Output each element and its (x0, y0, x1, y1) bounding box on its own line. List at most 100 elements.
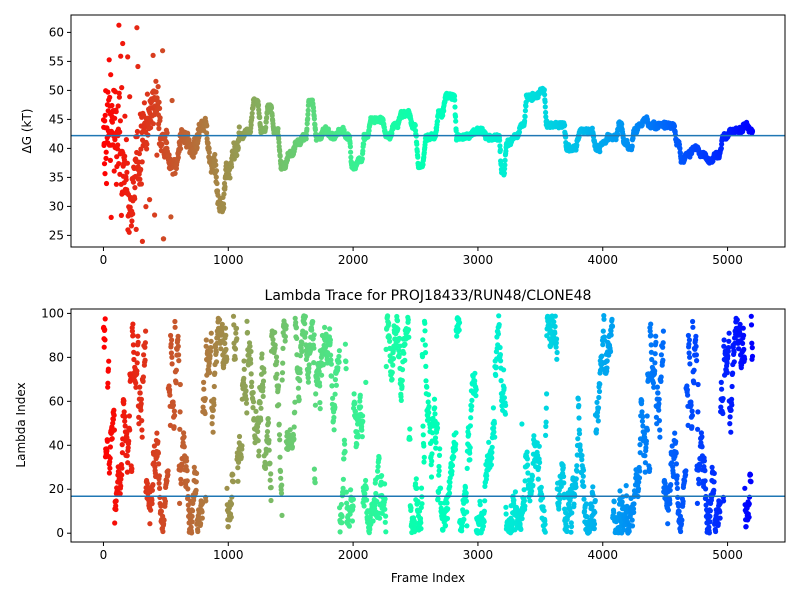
lambda-point (405, 317, 411, 323)
dg-point (629, 143, 635, 149)
lambda-point (207, 353, 213, 359)
lambda-point (264, 433, 270, 439)
dg-point (214, 180, 220, 187)
lambda-point (336, 359, 342, 365)
x-tick-label: 2000 (338, 253, 369, 267)
lambda-point (644, 427, 651, 433)
lambda-point (341, 456, 347, 462)
lambda-point (243, 400, 250, 406)
lambda-point (157, 485, 163, 491)
dg-point (441, 108, 447, 114)
lambda-point (389, 369, 395, 376)
lambda-point (230, 479, 236, 485)
lambda-point (688, 402, 694, 408)
lambda-point (648, 321, 654, 327)
lambda-point (148, 507, 154, 513)
lambda-point (339, 520, 345, 526)
dg-point (574, 142, 580, 148)
dg-point (124, 160, 130, 166)
lambda-point (436, 463, 442, 470)
dg-point (164, 130, 170, 136)
lambda-point (327, 326, 333, 332)
x-tick-label: 5000 (712, 253, 743, 267)
lambda-point (181, 444, 187, 450)
lambda-point (154, 430, 160, 436)
y-tick-label: 40 (49, 141, 64, 155)
lambda-point (399, 367, 406, 373)
dg-point (103, 155, 109, 161)
dg-point (137, 176, 143, 182)
dg-point (347, 144, 353, 150)
lambda-point (631, 509, 637, 515)
lambda-point (255, 438, 261, 444)
lambda-point (401, 350, 407, 356)
lambda-point (147, 521, 153, 527)
lambda-point (127, 427, 133, 433)
lambda-point (355, 421, 361, 427)
lambda-point (194, 470, 200, 476)
lambda-point (569, 510, 575, 516)
dg-point (221, 191, 227, 197)
dg-point (312, 127, 318, 133)
lambda-point (184, 468, 190, 474)
lambda-point (385, 313, 391, 319)
lambda-point (219, 321, 225, 327)
lambda-point (133, 380, 139, 386)
lambda-point (317, 400, 323, 406)
lambda-point (165, 472, 171, 478)
lambda-point (272, 342, 278, 348)
lambda-point (292, 315, 298, 321)
dg-point (156, 99, 162, 105)
lambda-point (489, 455, 495, 461)
lambda-point (209, 414, 215, 420)
lambda-point (305, 375, 311, 381)
lambda-point (414, 485, 420, 491)
lambda-point (600, 328, 606, 334)
lambda-point (488, 462, 494, 468)
lambda-point (383, 513, 389, 519)
lambda-point (340, 476, 346, 482)
lambda-point (623, 483, 629, 489)
lambda-point (481, 519, 487, 525)
dg-point (156, 125, 162, 132)
dg-point (249, 110, 255, 116)
lambda-point (133, 384, 139, 390)
lambda-point (423, 363, 429, 369)
lambda-point (357, 392, 363, 398)
lambda-point (175, 343, 181, 349)
lambda-point (689, 424, 695, 430)
dg-point (113, 109, 119, 115)
lambda-point (665, 521, 671, 527)
lambda-point (299, 348, 305, 354)
lambda-point (398, 397, 404, 403)
lambda-point (138, 401, 144, 407)
dg-point (129, 218, 135, 224)
lambda-point (208, 338, 214, 344)
lambda-point (592, 497, 598, 504)
lambda-point (155, 450, 161, 456)
dg-point (305, 111, 311, 117)
dg-point (541, 87, 547, 93)
lambda-point (229, 494, 235, 500)
lambda-point (637, 442, 643, 448)
lambda-point (329, 383, 335, 389)
lambda-point (421, 443, 427, 449)
lambda-point (118, 483, 124, 489)
lambda-point (660, 328, 667, 334)
dg-point (542, 92, 548, 98)
lambda-point (274, 371, 280, 377)
lambda-point (468, 407, 474, 413)
dg-point (221, 205, 227, 211)
dg-x-axis-ticks: 0 1000 2000 3000 4000 5000 (100, 247, 743, 267)
dg-point (516, 129, 523, 135)
dg-point (103, 149, 109, 155)
lambda-point (542, 529, 548, 535)
lambda-point (652, 368, 658, 374)
lambda-point (456, 327, 462, 333)
lambda-point (641, 431, 648, 437)
lambda-point (276, 402, 282, 408)
lambda-point (402, 357, 408, 363)
lambda-point (568, 520, 574, 526)
lambda-point (428, 474, 435, 480)
lambda-point (255, 428, 261, 435)
